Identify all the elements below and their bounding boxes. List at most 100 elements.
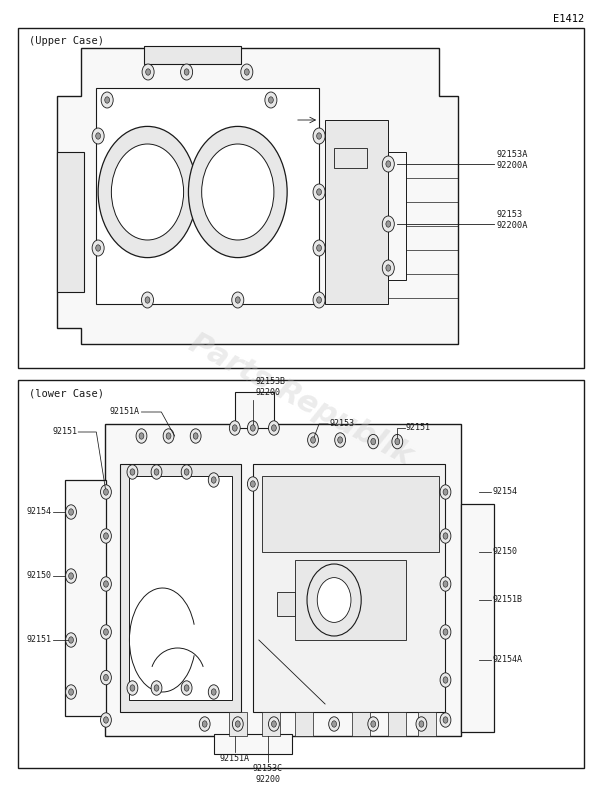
Text: 92151: 92151 (26, 635, 51, 645)
Circle shape (211, 477, 216, 483)
Circle shape (151, 465, 162, 479)
Bar (105, 424, 461, 736)
Circle shape (307, 564, 361, 636)
Circle shape (66, 633, 76, 647)
Circle shape (419, 721, 424, 727)
Circle shape (199, 717, 210, 731)
Circle shape (139, 433, 144, 439)
Circle shape (235, 721, 240, 727)
Bar (214, 734, 292, 754)
Bar (18, 380, 584, 768)
Circle shape (317, 189, 321, 195)
Circle shape (101, 577, 111, 591)
Circle shape (395, 438, 400, 445)
Bar (96, 88, 319, 304)
Circle shape (127, 681, 138, 695)
Circle shape (368, 717, 379, 731)
Circle shape (104, 717, 108, 723)
Circle shape (101, 713, 111, 727)
Circle shape (130, 469, 135, 475)
Circle shape (101, 625, 111, 639)
Text: 92153
92200A: 92153 92200A (497, 210, 528, 230)
Circle shape (211, 689, 216, 695)
Circle shape (443, 533, 448, 539)
Circle shape (69, 573, 73, 579)
Circle shape (250, 425, 255, 431)
Circle shape (386, 161, 391, 167)
Circle shape (382, 216, 394, 232)
Circle shape (181, 64, 193, 80)
Bar (120, 464, 241, 712)
Circle shape (104, 581, 108, 587)
Circle shape (232, 717, 243, 731)
Circle shape (386, 265, 391, 271)
Circle shape (392, 434, 403, 449)
Circle shape (440, 577, 451, 591)
Circle shape (188, 126, 287, 258)
Circle shape (311, 437, 315, 443)
Circle shape (386, 221, 391, 227)
Circle shape (229, 421, 240, 435)
Circle shape (104, 629, 108, 635)
Circle shape (190, 429, 201, 443)
Bar (461, 504, 494, 732)
Circle shape (105, 97, 110, 103)
Circle shape (317, 297, 321, 303)
Circle shape (268, 97, 273, 103)
Bar (352, 712, 370, 736)
Circle shape (166, 433, 171, 439)
Circle shape (208, 685, 219, 699)
Circle shape (136, 429, 147, 443)
Circle shape (208, 473, 219, 487)
Circle shape (268, 717, 279, 731)
Circle shape (317, 578, 351, 622)
Circle shape (127, 465, 138, 479)
Circle shape (268, 421, 279, 435)
Circle shape (96, 245, 101, 251)
Circle shape (163, 429, 174, 443)
Text: Parts Republik: Parts Republik (184, 329, 418, 471)
Circle shape (154, 685, 159, 691)
Text: 92151: 92151 (406, 423, 431, 433)
Circle shape (101, 485, 111, 499)
Circle shape (440, 673, 451, 687)
Circle shape (101, 92, 113, 108)
Text: 92151A: 92151A (220, 754, 250, 763)
Text: 92153C
92200: 92153C 92200 (253, 764, 283, 784)
Circle shape (101, 670, 111, 685)
Circle shape (313, 292, 325, 308)
Text: 92150: 92150 (492, 547, 518, 557)
Bar (57, 152, 84, 292)
Circle shape (308, 433, 318, 447)
Circle shape (382, 156, 394, 172)
Circle shape (272, 721, 276, 727)
Circle shape (142, 64, 154, 80)
Circle shape (202, 144, 274, 240)
Circle shape (146, 69, 150, 75)
Circle shape (104, 533, 108, 539)
Circle shape (382, 260, 394, 276)
Circle shape (440, 485, 451, 499)
Bar (295, 712, 313, 736)
Circle shape (338, 437, 343, 443)
Bar (388, 152, 406, 280)
Circle shape (181, 465, 192, 479)
Circle shape (443, 489, 448, 495)
Circle shape (184, 69, 189, 75)
Circle shape (92, 128, 104, 144)
Bar (144, 46, 241, 64)
Circle shape (440, 529, 451, 543)
Circle shape (443, 629, 448, 635)
Bar (18, 28, 584, 368)
Circle shape (66, 505, 76, 519)
Circle shape (69, 689, 73, 695)
Bar (418, 712, 436, 736)
Circle shape (154, 469, 159, 475)
Bar (262, 476, 439, 552)
Circle shape (104, 674, 108, 681)
Circle shape (368, 434, 379, 449)
Circle shape (329, 717, 340, 731)
Circle shape (202, 721, 207, 727)
Circle shape (193, 433, 198, 439)
Bar (295, 560, 406, 640)
